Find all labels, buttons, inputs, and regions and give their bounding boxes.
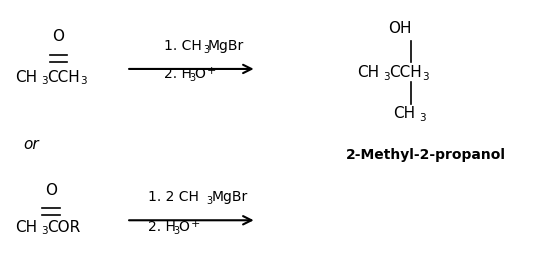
Text: O: O	[178, 220, 189, 234]
Text: +: +	[190, 219, 200, 229]
Text: or: or	[23, 137, 38, 152]
Text: 3: 3	[80, 76, 87, 86]
Text: 3: 3	[422, 72, 428, 82]
Text: 3: 3	[173, 226, 180, 236]
Text: CH: CH	[393, 106, 415, 121]
Text: CCH: CCH	[389, 66, 422, 81]
Text: MgBr: MgBr	[208, 39, 244, 53]
Text: 3: 3	[204, 45, 210, 55]
Text: OH: OH	[389, 21, 412, 36]
Text: 2. H: 2. H	[164, 67, 192, 81]
Text: MgBr: MgBr	[211, 190, 248, 204]
Text: CCH: CCH	[47, 70, 80, 85]
Text: 3: 3	[419, 112, 426, 123]
Text: O: O	[45, 183, 57, 198]
Text: O: O	[52, 29, 64, 44]
Text: +: +	[207, 66, 216, 76]
Text: 1. 2 CH: 1. 2 CH	[148, 190, 199, 204]
Text: 2-Methyl-2-propanol: 2-Methyl-2-propanol	[346, 149, 506, 162]
Text: CH: CH	[15, 70, 37, 85]
Text: O: O	[194, 67, 205, 81]
Text: 3: 3	[42, 76, 48, 86]
Text: 3: 3	[383, 72, 390, 82]
Text: COR: COR	[47, 219, 81, 235]
Text: 2. H: 2. H	[148, 220, 176, 234]
Text: 3: 3	[207, 196, 213, 206]
Text: CH: CH	[15, 219, 37, 235]
Text: 3: 3	[42, 226, 48, 236]
Text: 3: 3	[190, 73, 196, 84]
Text: 1. CH: 1. CH	[164, 39, 202, 53]
Text: CH: CH	[357, 66, 379, 81]
